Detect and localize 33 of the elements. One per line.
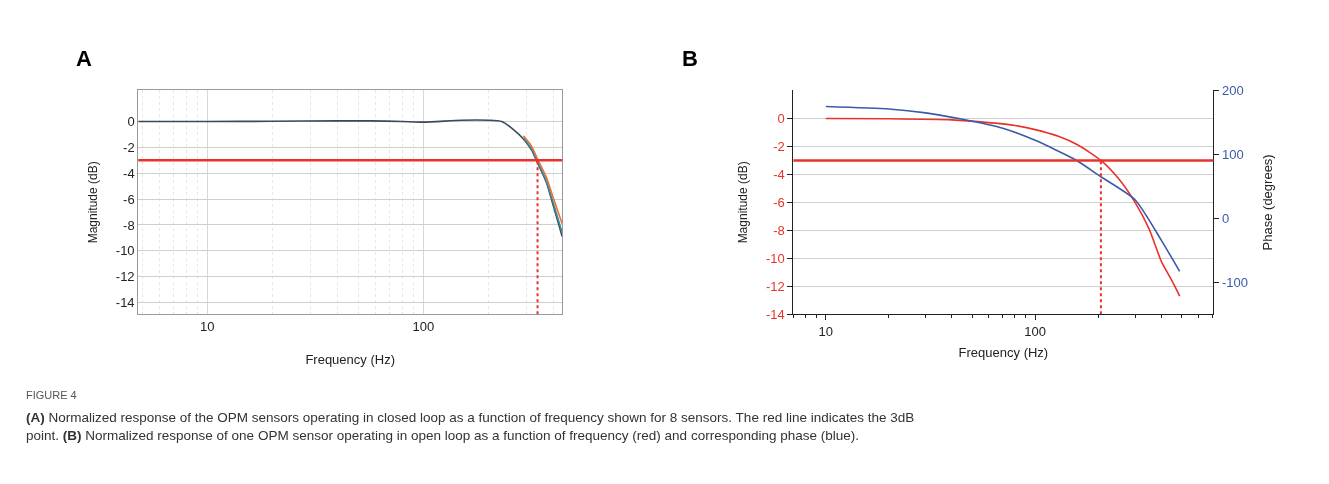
chart-title: B <box>682 46 698 71</box>
x-tick-label: 100 <box>412 318 435 334</box>
y2-axis-title: Phase (degrees) <box>1259 154 1275 251</box>
y-tick-label: -10 <box>766 250 785 266</box>
y-tick-label: -8 <box>773 222 785 238</box>
y-tick-label: -8 <box>123 217 135 233</box>
text: (A) Normalized response of the OPM sensors operating in closed loop as a function of frequency shown for 8 sensors. The red line indicates the 3dB point. (B) Normalized response of one OPM sensor operating in open loop as a function of frequency (red) and corresponding phase (blue). <box>26 410 915 443</box>
y-tick-label: -14 <box>115 295 135 311</box>
y-axis-title: Magnitude (dB) <box>736 161 751 244</box>
y2-tick-label: 200 <box>1221 83 1244 99</box>
y2-tick-label: 0 <box>1221 210 1230 226</box>
y-tick-label: -12 <box>766 278 785 294</box>
y-tick-label: -2 <box>773 138 785 154</box>
y-axis-title: Magnitude (dB) <box>86 161 101 244</box>
x-tick-label: 10 <box>199 318 215 334</box>
y-tick-label: -6 <box>773 194 785 210</box>
y-tick-label: -10 <box>115 243 135 259</box>
y-tick-label: -12 <box>115 269 135 285</box>
x-axis-title: Frequency (Hz) <box>958 345 1049 361</box>
x-tick-label: 100 <box>1024 323 1047 339</box>
y-tick-label: -2 <box>123 139 135 155</box>
y-tick-label: -14 <box>766 306 785 322</box>
y2-tick-label: 100 <box>1221 146 1244 162</box>
x-axis-title: Frequency (Hz) <box>305 352 395 368</box>
chart-title: A <box>76 46 92 71</box>
x-tick-label: 10 <box>818 323 834 339</box>
y-tick-label: -6 <box>123 191 135 207</box>
y-tick-label: 0 <box>127 114 135 130</box>
y2-tick-label: -100 <box>1221 274 1249 290</box>
caption: FIGURE 4 <box>26 389 77 401</box>
y-tick-label: -4 <box>123 165 135 181</box>
y-tick-label: 0 <box>777 110 785 126</box>
y-tick-label: -4 <box>773 166 785 182</box>
